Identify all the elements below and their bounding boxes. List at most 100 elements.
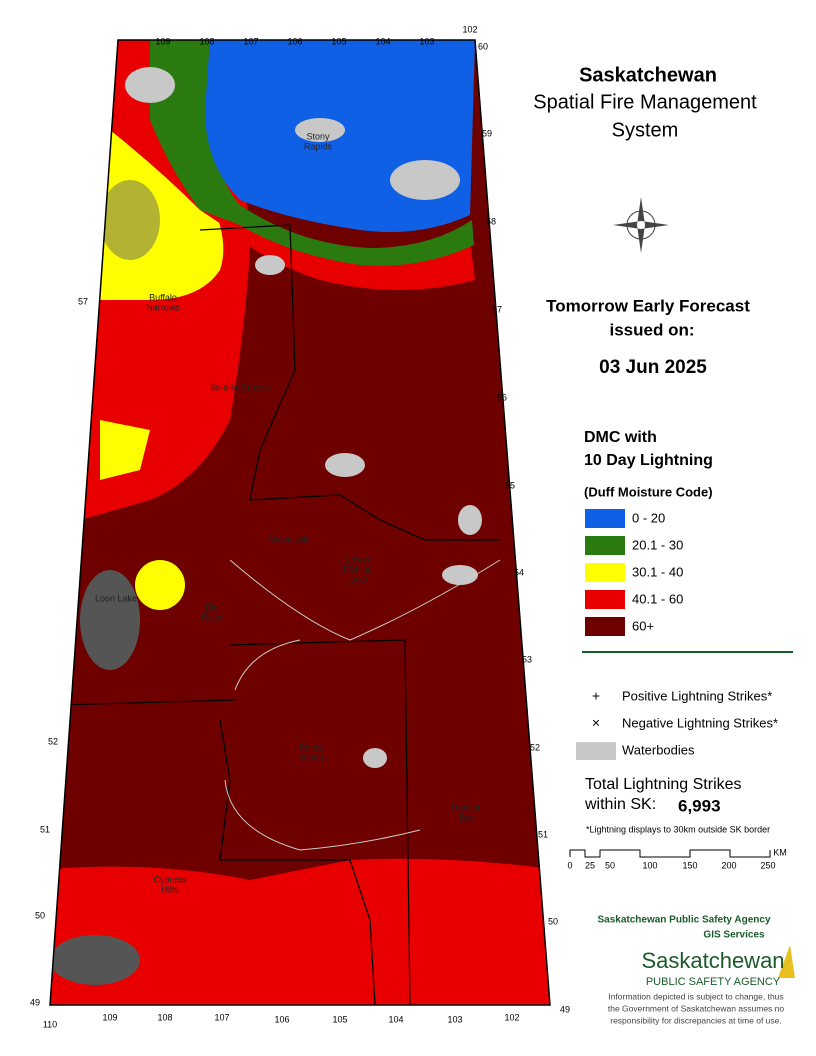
legend-swatch [585,590,625,609]
legend-title: DMC with [584,429,657,446]
symbol-swatch [576,742,616,760]
longitude-label: 107 [214,1012,229,1022]
longitude-label: 104 [388,1014,403,1024]
place-label: Loon Lake [95,593,137,603]
disclaimer: responsibility for discrepancies at time… [610,1015,782,1025]
longitude-label: 108 [199,36,214,46]
place-label: Fishing [343,564,372,574]
place-label: Big [205,602,218,612]
legend-label: 40.1 - 60 [632,591,683,606]
scale-unit: KM [773,847,787,857]
scale-label: 150 [682,860,697,870]
longitude-label: 108 [157,1012,172,1022]
latitude-label: 60 [478,41,488,51]
scale-label: 100 [642,860,657,870]
longitude-label: 110 [43,1019,57,1029]
logo-text: PUBLIC SAFETY AGENCY [646,976,781,988]
scale-label: 0 [567,860,572,870]
agency-name: Saskatchewan Public Safety Agency [597,915,770,926]
symbol-label: Positive Lightning Strikes* [622,688,772,703]
scale-label: 250 [760,860,775,870]
longitude-label: 102 [504,1012,519,1022]
scale-bar [569,849,771,858]
legend-title: 10 Day Lightning [584,452,713,469]
longitude-label: 102 [462,24,477,34]
place-label: Lower [346,554,371,564]
latitude-label: 58 [486,216,496,226]
place-label: Bay [459,812,475,822]
place-label: Lake [348,574,368,584]
latitude-label: 55 [505,480,515,490]
latitude-label: 50 [548,916,558,926]
place-label: Buffalo [149,292,177,302]
latitude-label: 51 [538,829,548,839]
latitude-label: 50 [35,910,45,920]
total-value: 6,993 [678,796,721,815]
place-label: Weyakwin [270,534,311,544]
subtitle: Spatial Fire Management [533,91,757,113]
note: *Lightning displays to 30km outside SK b… [586,824,770,834]
latitude-label: 52 [48,736,58,746]
latitude-label: 56 [497,392,507,402]
scale-label: 50 [605,860,615,870]
longitude-label: 105 [332,1014,347,1024]
latitude-label: 57 [78,296,88,306]
longitude-label: 106 [274,1014,289,1024]
legend-swatch [585,536,625,555]
scale-label: 200 [721,860,736,870]
place-label: Ile-a-la-Crosse [210,382,269,392]
longitude-label: 107 [243,36,258,46]
place-label: Prince [299,742,325,752]
forecast: Tomorrow Early Forecast [546,296,750,315]
legend-subtitle: (Duff Moisture Code) [584,484,713,499]
symbol: + [592,688,600,704]
subtitle: System [612,119,679,141]
disclaimer: Information depicted is subject to chang… [608,991,783,1001]
legend-label: 20.1 - 30 [632,537,683,552]
place-label: Albert [300,752,324,762]
logo-mark [778,945,795,978]
longitude-label: 109 [102,1012,117,1022]
legend-swatch [585,617,625,636]
longitude-label: 103 [447,1014,462,1024]
place-label: Cypress [153,874,187,884]
legend-label: 60+ [632,618,654,633]
total: within SK: [584,796,656,813]
longitude-label: 106 [287,36,302,46]
place-label: Stony [306,131,330,141]
latitude-label: 54 [514,567,524,577]
latitude-label: 49 [30,997,40,1007]
legend-swatch [585,509,625,528]
title: Saskatchewan [579,64,717,86]
disclaimer: the Government of Saskatchewan assumes n… [608,1003,785,1013]
place-label: Narrows [146,302,180,312]
scale-label: 25 [585,860,595,870]
longitude-label: 105 [331,36,346,46]
symbol: × [592,715,600,731]
logo-text: Saskatchewan [641,948,784,973]
latitude-label: 53 [522,654,532,664]
agency-unit: GIS Services [703,930,765,941]
symbol-label: Waterbodies [622,742,695,757]
forecast-date: 03 Jun 2025 [599,357,707,378]
longitude-label: 109 [155,36,170,46]
place-label: Hudson [451,802,482,812]
latitude-label: 51 [40,824,50,834]
legend-swatch [585,563,625,582]
legend-label: 30.1 - 40 [632,564,683,579]
latitude-label: 59 [482,128,492,138]
latitude-label: 57 [492,304,502,314]
legend-label: 0 - 20 [632,510,665,525]
forecast: issued on: [609,320,694,339]
symbol-label: Negative Lightning Strikes* [622,715,778,730]
longitude-label: 104 [375,36,390,46]
total: Total Lightning Strikes [585,776,742,793]
province-border [49,39,551,1006]
longitude-label: 103 [419,36,434,46]
north-arrow [613,197,669,253]
latitude-label: 49 [560,1004,570,1014]
place-label: Hills [162,884,179,894]
